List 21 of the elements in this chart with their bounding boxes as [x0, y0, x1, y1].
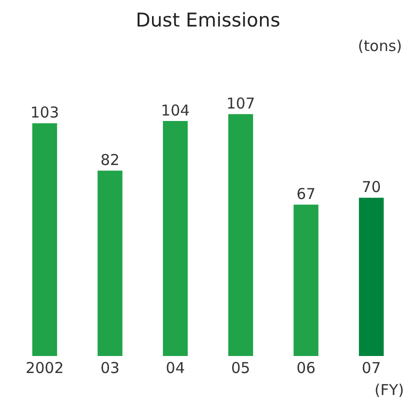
- data-label: 107: [226, 94, 255, 113]
- x-tick-label: 03: [100, 358, 120, 377]
- x-tick-label: 07: [362, 358, 381, 377]
- chart-title: Dust Emissions: [136, 9, 280, 32]
- bar: [32, 123, 58, 356]
- x-tick-label: 06: [296, 358, 316, 377]
- data-label: 82: [100, 151, 120, 170]
- bar: [98, 170, 122, 356]
- data-label: 67: [296, 184, 316, 203]
- bar: [294, 204, 318, 356]
- data-label: 103: [30, 104, 59, 122]
- x-tick-label: 04: [166, 358, 185, 377]
- bar: [228, 114, 254, 356]
- text: (tons): [358, 36, 402, 55]
- x-tick-label: 05: [231, 358, 250, 377]
- bar: [162, 120, 188, 356]
- x-axis-title: (FY): [374, 380, 404, 399]
- data-label: 70: [362, 178, 381, 196]
- x-tick-label: 2002: [26, 358, 64, 377]
- bar: [358, 198, 384, 356]
- data-label: 104: [161, 101, 190, 120]
